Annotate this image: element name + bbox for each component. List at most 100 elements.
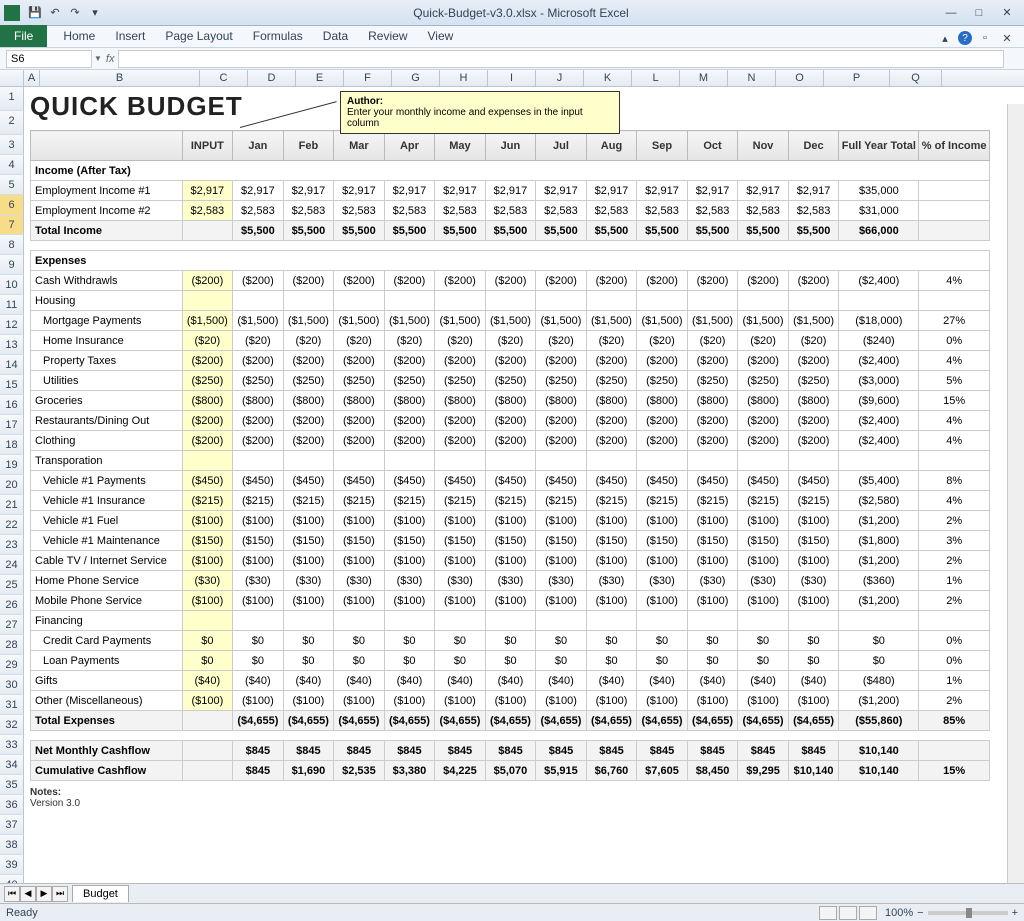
cell[interactable]: ($40) — [384, 671, 435, 691]
cell[interactable]: $2,917 — [687, 181, 738, 201]
cell[interactable]: ($150) — [485, 531, 536, 551]
cell[interactable]: ($450) — [334, 471, 385, 491]
cell[interactable]: $0 — [485, 651, 536, 671]
cell[interactable]: $0 — [536, 631, 587, 651]
cell[interactable]: ($200) — [233, 411, 284, 431]
cell[interactable]: $35,000 — [839, 181, 919, 201]
cell[interactable]: $2,583 — [384, 201, 435, 221]
cell[interactable]: ($200) — [334, 411, 385, 431]
cell[interactable]: ($100) — [738, 691, 789, 711]
cell[interactable]: ($150) — [435, 531, 486, 551]
cell[interactable]: ($100) — [536, 511, 587, 531]
cell[interactable]: ($100) — [384, 551, 435, 571]
row-header[interactable]: 38 — [0, 835, 24, 855]
cell[interactable]: ($20) — [788, 331, 839, 351]
cell[interactable]: ($18,000) — [839, 311, 919, 331]
cell[interactable] — [919, 201, 990, 221]
cell[interactable] — [738, 611, 789, 631]
cell[interactable]: ($200) — [738, 271, 789, 291]
cell[interactable]: ($450) — [435, 471, 486, 491]
namebox-dropdown-icon[interactable]: ▼ — [94, 54, 102, 63]
cell[interactable]: Gifts — [31, 671, 183, 691]
cell[interactable]: Other (Miscellaneous) — [31, 691, 183, 711]
undo-icon[interactable]: ↶ — [46, 4, 64, 22]
cell[interactable]: $0 — [485, 631, 536, 651]
cell[interactable]: ($200) — [435, 351, 486, 371]
row-header[interactable]: 36 — [0, 795, 24, 815]
cell[interactable]: $2,535 — [334, 761, 385, 781]
select-all-corner[interactable] — [0, 70, 24, 86]
cell[interactable]: ($4,655) — [233, 711, 284, 731]
cell[interactable]: ($20) — [233, 331, 284, 351]
cell[interactable]: ($250) — [485, 371, 536, 391]
cell[interactable]: ($4,655) — [738, 711, 789, 731]
cell[interactable] — [435, 451, 486, 471]
cell[interactable]: ($100) — [586, 691, 637, 711]
cell[interactable]: ($100) — [233, 591, 284, 611]
cell[interactable]: $0 — [839, 651, 919, 671]
col-header[interactable]: M — [680, 70, 728, 86]
cell[interactable]: $2,917 — [788, 181, 839, 201]
cell[interactable]: ($450) — [283, 471, 334, 491]
cell[interactable]: ($1,200) — [839, 691, 919, 711]
cell[interactable]: ($200) — [182, 351, 233, 371]
tab-nav-first-icon[interactable]: ⏮ — [4, 886, 20, 902]
cell[interactable]: ($200) — [233, 431, 284, 451]
cell[interactable]: Credit Card Payments — [31, 631, 183, 651]
cell[interactable]: ($100) — [435, 511, 486, 531]
row-header[interactable]: 25 — [0, 575, 24, 595]
cell[interactable]: $0 — [182, 651, 233, 671]
window-close-icon[interactable]: ✕ — [998, 29, 1016, 47]
cell[interactable]: ($200) — [334, 351, 385, 371]
formula-bar[interactable] — [118, 50, 1004, 68]
row-header[interactable]: 2 — [0, 111, 24, 135]
cell[interactable]: $845 — [586, 741, 637, 761]
cell[interactable] — [435, 611, 486, 631]
cell[interactable]: ($200) — [283, 411, 334, 431]
cell[interactable]: ($200) — [687, 411, 738, 431]
row-header[interactable]: 14 — [0, 355, 24, 375]
cell[interactable]: ($100) — [738, 511, 789, 531]
cell[interactable]: ($800) — [283, 391, 334, 411]
cell[interactable]: $5,500 — [384, 221, 435, 241]
col-header[interactable]: B — [40, 70, 200, 86]
cell[interactable]: 4% — [919, 491, 990, 511]
cell[interactable]: ($100) — [687, 591, 738, 611]
cell[interactable] — [31, 241, 990, 251]
cell[interactable]: Total Expenses — [31, 711, 183, 731]
cell[interactable]: ($40) — [334, 671, 385, 691]
cell[interactable]: ($450) — [536, 471, 587, 491]
cell[interactable]: ($215) — [536, 491, 587, 511]
cell[interactable] — [687, 291, 738, 311]
cell[interactable]: ($800) — [687, 391, 738, 411]
cell[interactable]: ($215) — [788, 491, 839, 511]
cell[interactable]: $2,583 — [435, 201, 486, 221]
cell[interactable]: ($40) — [637, 671, 688, 691]
row-header[interactable]: 17 — [0, 415, 24, 435]
cell[interactable]: ($200) — [485, 411, 536, 431]
cell[interactable]: 3% — [919, 531, 990, 551]
cell[interactable]: ($100) — [485, 551, 536, 571]
cell[interactable]: $10,140 — [788, 761, 839, 781]
cell[interactable]: ($100) — [788, 591, 839, 611]
cell[interactable]: ($200) — [283, 431, 334, 451]
ribbon-tab-review[interactable]: Review — [358, 25, 417, 47]
cell[interactable]: Employment Income #1 — [31, 181, 183, 201]
cell[interactable] — [485, 291, 536, 311]
cell[interactable] — [233, 291, 284, 311]
cell[interactable]: ($200) — [334, 431, 385, 451]
ribbon-tab-page-layout[interactable]: Page Layout — [155, 25, 242, 47]
cell[interactable]: ($150) — [637, 531, 688, 551]
cell[interactable]: ($200) — [283, 271, 334, 291]
minimize-ribbon-icon[interactable]: ▴ — [936, 29, 954, 47]
cell[interactable]: ($100) — [485, 511, 536, 531]
cell[interactable]: ($100) — [586, 511, 637, 531]
cell[interactable]: $6,760 — [586, 761, 637, 781]
cell[interactable]: $4,225 — [435, 761, 486, 781]
cell[interactable]: ($215) — [233, 491, 284, 511]
cell[interactable]: ($30) — [536, 571, 587, 591]
row-header[interactable]: 21 — [0, 495, 24, 515]
cell[interactable]: ($2,400) — [839, 271, 919, 291]
vertical-scrollbar[interactable] — [1007, 104, 1024, 895]
cell[interactable]: ($1,500) — [283, 311, 334, 331]
